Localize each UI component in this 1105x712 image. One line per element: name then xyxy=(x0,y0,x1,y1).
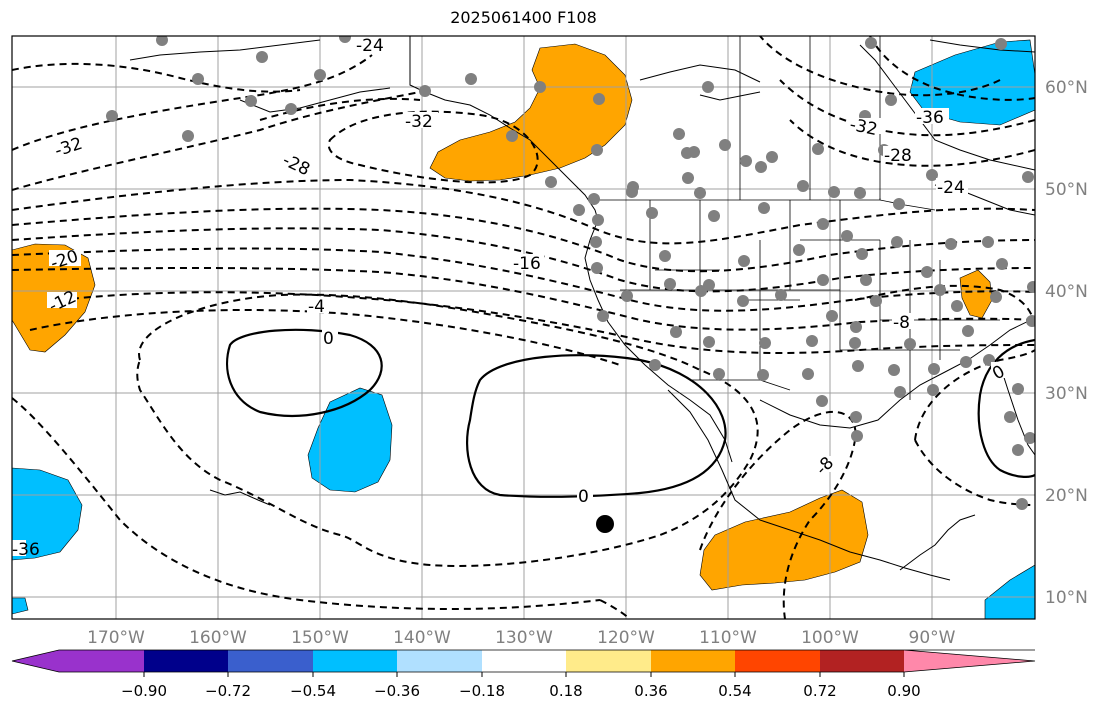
colorbar-segment xyxy=(735,650,820,672)
colorbar-tick-label: −0.18 xyxy=(459,682,505,700)
colorbar-segment xyxy=(228,650,313,672)
colorbar-segment xyxy=(482,650,566,672)
contour-label: 0 xyxy=(578,487,589,507)
lon-label: 140°W xyxy=(393,628,451,648)
latitude-labels: 60°N 50°N 40°N 30°N 20°N 10°N xyxy=(1045,78,1088,608)
positive-anomaly-great-lakes xyxy=(959,269,993,319)
map-frame xyxy=(11,35,1036,620)
colorbar-tick-label: −0.54 xyxy=(290,682,336,700)
colorbar-extend-right xyxy=(904,650,1035,672)
contour-label: -24 xyxy=(937,178,965,198)
contour-label: -16 xyxy=(513,254,541,274)
lat-label: 30°N xyxy=(1045,384,1088,404)
contour-label: -8 xyxy=(893,313,910,333)
lon-label: 130°W xyxy=(495,628,553,648)
colorbar-tick-label: 0.90 xyxy=(887,682,920,700)
lat-label: 10°N xyxy=(1045,588,1088,608)
positive-anomaly-central-america xyxy=(699,489,869,591)
contour-label: -24 xyxy=(356,36,384,56)
lon-label: 100°W xyxy=(801,628,859,648)
lon-label: 160°W xyxy=(189,628,247,648)
lon-label: 150°W xyxy=(291,628,349,648)
negative-anomaly-central-pacific xyxy=(307,387,393,493)
colorbar-segment xyxy=(313,650,397,672)
colorbar-tick-label: 0.72 xyxy=(803,682,836,700)
dashed-contours xyxy=(12,36,1035,619)
longitude-labels: 170°W 160°W 150°W 140°W 130°W 120°W 110°… xyxy=(87,628,956,648)
colorbar-segment xyxy=(59,650,144,672)
colorbar-segment xyxy=(566,650,651,672)
colorbar-segment xyxy=(397,650,482,672)
map-title: 2025061400 F108 xyxy=(450,8,597,27)
lon-label: 110°W xyxy=(699,628,757,648)
negative-anomaly-southwest-corner xyxy=(12,597,29,615)
negative-anomaly-labrador xyxy=(909,39,1035,126)
lon-label: 120°W xyxy=(597,628,655,648)
negative-anomaly-southwest-pacific xyxy=(12,467,83,561)
colorbar-tick-label: −0.90 xyxy=(121,682,167,700)
contour-label: -32 xyxy=(405,112,433,132)
contour-label: -4 xyxy=(308,297,325,317)
colorbar-segment xyxy=(820,650,904,672)
lon-label: 90°W xyxy=(909,628,956,648)
colorbar-tick-label: 0.36 xyxy=(634,682,667,700)
lat-label: 50°N xyxy=(1045,180,1088,200)
negative-anomaly-caribbean xyxy=(984,564,1035,619)
colorbar-tick-label: 0.54 xyxy=(718,682,751,700)
colorbar-extend-left xyxy=(12,650,59,672)
lat-label: 40°N xyxy=(1045,282,1088,302)
contour-label: -36 xyxy=(916,108,944,128)
colorbar-tick-label: 0.18 xyxy=(549,682,582,700)
lat-label: 20°N xyxy=(1045,486,1088,506)
colorbar-tick-label: −0.36 xyxy=(374,682,420,700)
colorbar-segment xyxy=(651,650,735,672)
colorbar-tick-label: −0.72 xyxy=(205,682,251,700)
lat-label: 60°N xyxy=(1045,78,1088,98)
shaded-anomaly-regions xyxy=(12,39,1035,619)
colorbar: −0.90 −0.72 −0.54 −0.36 −0.18 0.18 0.36 … xyxy=(11,649,1036,700)
contour-label: 0 xyxy=(323,329,334,349)
solid-zero-contours xyxy=(226,328,1035,498)
contour-label: -36 xyxy=(12,540,40,560)
center-marker xyxy=(596,515,614,533)
colorbar-segment xyxy=(144,650,228,672)
lon-label: 170°W xyxy=(87,628,145,648)
contour-label: -28 xyxy=(884,146,912,166)
